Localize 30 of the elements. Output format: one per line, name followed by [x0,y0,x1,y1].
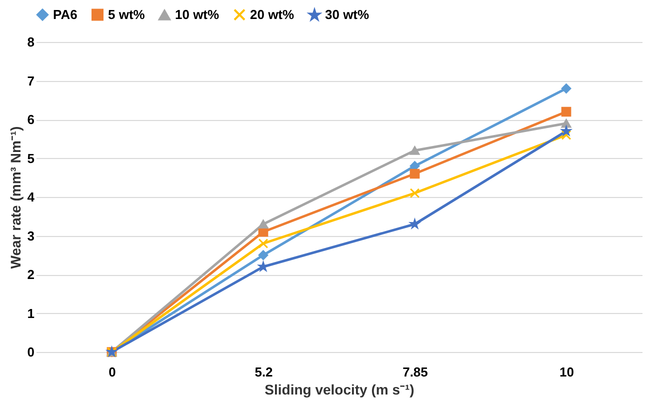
x-tick-label: 10 [560,364,574,380]
legend-label: 10 wt% [175,7,220,22]
y-tick-label: 1 [27,306,34,321]
x-axis-title: Sliding velocity (m s⁻¹) [264,382,414,398]
y-axis-title: Wear rate (mm³ Nm⁻¹) [7,126,24,269]
point [561,84,572,94]
point [258,238,268,248]
legend-label: 5 wt% [108,6,146,22]
legend-label: PA6 [53,6,78,22]
point [561,106,572,117]
point [258,220,268,228]
y-tick-label: 2 [27,267,34,282]
x-tick-label: 5.2 [254,364,273,380]
legend-label: 30 wt% [325,7,370,22]
x-tick-label: 0 [108,364,116,380]
y-tick-label: 0 [27,344,34,360]
y-tick-label: 5 [27,150,34,166]
x-tick-label: 7.85 [402,364,428,380]
point [410,168,420,179]
point [561,119,572,128]
y-tick-label: 4 [27,190,36,204]
point [410,188,420,198]
y-tick-label: 8 [27,34,34,50]
y-tick-label: 7 [27,73,34,88]
point [410,146,420,155]
point [258,250,268,260]
y-tick-label: 6 [27,112,34,127]
point [561,130,572,140]
y-tick-label: 3 [27,228,34,244]
legend-label: 20 wt% [250,6,295,22]
